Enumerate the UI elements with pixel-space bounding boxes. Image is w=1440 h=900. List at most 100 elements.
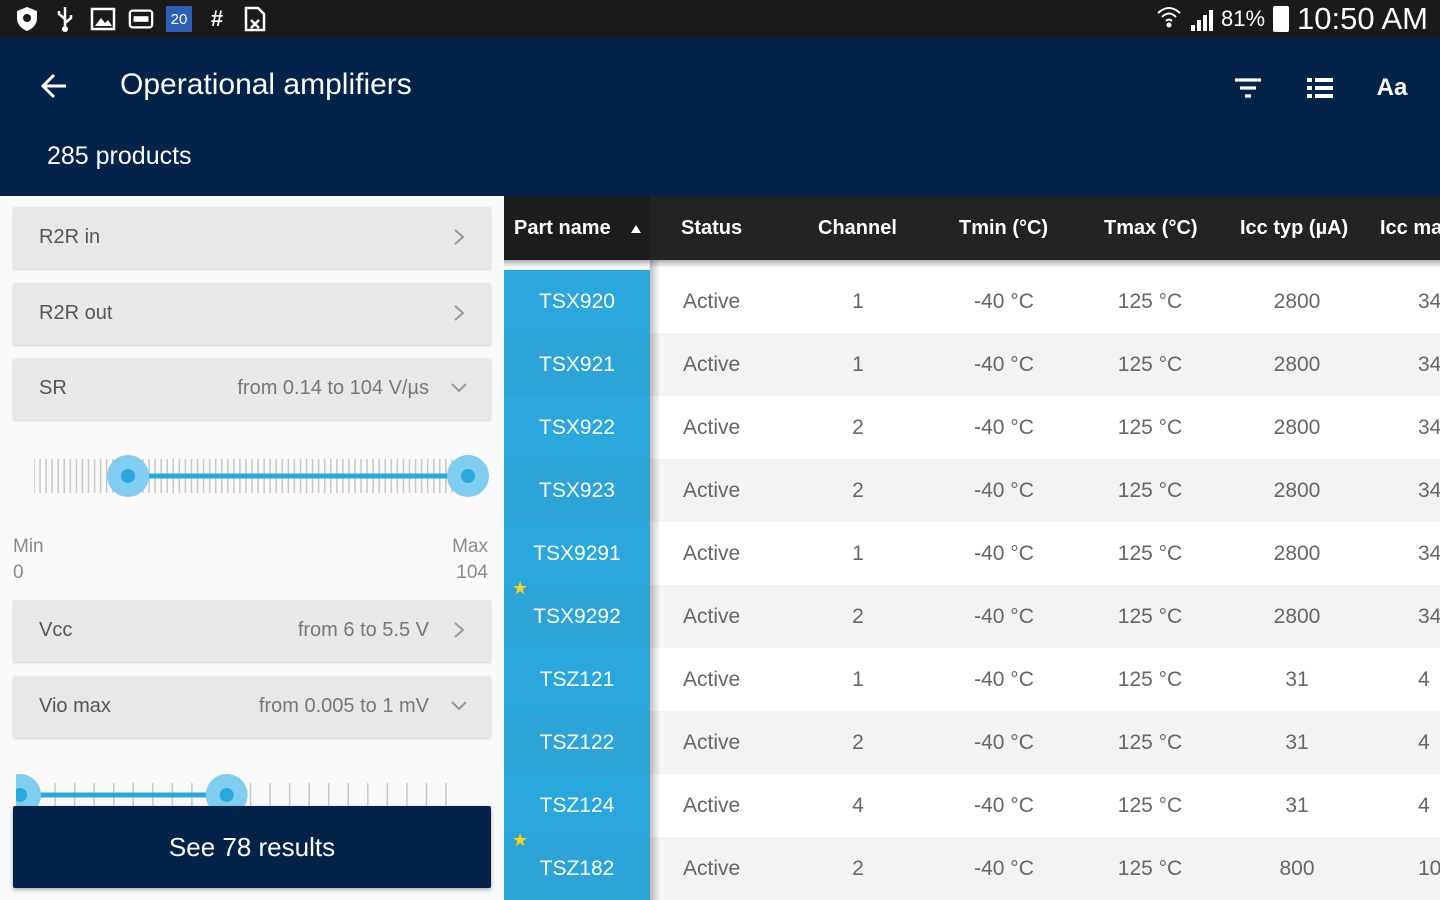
chevron-right-icon <box>454 305 465 321</box>
cell-icc-max: 34 <box>1418 416 1440 439</box>
storage-icon <box>128 6 154 32</box>
cell-icc-typ: 800 <box>1279 857 1315 880</box>
status-bar: 20 # 81% 10:50 AM <box>0 0 1440 38</box>
column-header-part-name[interactable]: Part name <box>504 196 650 260</box>
battery-percent: 81% <box>1220 6 1266 31</box>
text-size-button[interactable]: Aa <box>1376 74 1408 101</box>
cell-icc-max: 34 <box>1418 605 1440 628</box>
battery-icon <box>1273 6 1290 32</box>
cell-part-name[interactable]: TSX9291 <box>504 522 650 585</box>
sr-min-label: Min <box>13 536 44 557</box>
filter-vio-max[interactable]: Vio max from 0.005 to 1 mV <box>13 676 491 738</box>
table-row[interactable]: TSX9292 ★ Active 2 -40 °C 125 °C 2800 34 <box>504 579 1440 648</box>
column-header-tmin[interactable]: Tmin (°C) <box>959 217 1049 239</box>
cell-tmax: 125 °C <box>1117 857 1183 880</box>
filter-icon <box>1235 78 1261 98</box>
sr-max-label: Max <box>452 536 488 557</box>
cell-status: Active <box>683 731 741 754</box>
sr-min-value: 0 <box>13 562 24 583</box>
cell-icc-max: 34 <box>1418 479 1440 502</box>
page-title: Operational amplifiers <box>120 68 412 101</box>
cell-tmin: -40 °C <box>974 668 1034 691</box>
sr-range-slider[interactable] <box>33 451 489 501</box>
app-header: Operational amplifiers 285 products Aa <box>0 38 1440 196</box>
cell-tmax: 125 °C <box>1117 668 1183 691</box>
cell-part-name[interactable]: TSZ124 <box>504 774 650 837</box>
cell-icc-typ: 2800 <box>1273 542 1321 565</box>
cell-tmax: 125 °C <box>1117 731 1183 754</box>
cell-tmin: -40 °C <box>974 731 1034 754</box>
back-button[interactable] <box>36 66 76 106</box>
cell-status: Active <box>683 794 741 817</box>
table-row[interactable]: TSX922 Active 2 -40 °C 125 °C 2800 34 <box>504 396 1440 459</box>
table-row[interactable]: TSX923 Active 2 -40 °C 125 °C 2800 34 <box>504 459 1440 522</box>
clock: 10:50 AM <box>1297 1 1428 36</box>
filter-sr[interactable]: SR from 0.14 to 104 V/µs <box>13 358 491 420</box>
filter-label: R2R in <box>39 226 101 248</box>
cell-icc-typ: 2800 <box>1273 605 1321 628</box>
table-row[interactable]: TSZ124 Active 4 -40 °C 125 °C 31 4 <box>504 774 1440 837</box>
filter-label: Vcc <box>39 619 73 641</box>
cell-tmax: 125 °C <box>1117 353 1183 376</box>
filter-value: from 6 to 5.5 V <box>297 619 429 641</box>
cell-part-name[interactable]: TSZ122 <box>504 711 650 774</box>
cell-tmax: 125 °C <box>1117 290 1183 313</box>
table-row[interactable]: TSX920 Active 1 -40 °C 125 °C 2800 34 <box>504 270 1440 333</box>
column-header-icc-max[interactable]: Icc ma <box>1380 217 1440 239</box>
filter-panel: R2R in R2R out SR from 0.14 to 104 V/µs … <box>0 196 504 900</box>
filter-button[interactable] <box>1228 68 1268 108</box>
cell-icc-max: 4 <box>1418 731 1430 754</box>
cell-tmin: -40 °C <box>974 290 1034 313</box>
column-header-tmax[interactable]: Tmax (°C) <box>1104 217 1198 239</box>
back-arrow-icon <box>40 73 66 99</box>
hash-icon: # <box>210 6 224 31</box>
cell-tmin: -40 °C <box>974 857 1034 880</box>
column-header-icc-typ[interactable]: Icc typ (µA) <box>1240 217 1349 239</box>
calendar-icon: 20 <box>166 6 192 32</box>
cell-channel: 2 <box>852 731 864 754</box>
cell-tmin: -40 °C <box>974 416 1034 439</box>
cell-status: Active <box>683 605 741 628</box>
cell-part-name[interactable]: TSX922 <box>504 396 650 459</box>
cell-icc-max: 34 <box>1418 353 1440 376</box>
cell-tmax: 125 °C <box>1117 794 1183 817</box>
favorite-star-icon: ★ <box>512 578 529 598</box>
cell-icc-typ: 31 <box>1285 731 1309 754</box>
table-row[interactable]: TSX921 Active 1 -40 °C 125 °C 2800 34 <box>504 333 1440 396</box>
cell-part-name[interactable]: TSZ182 <box>504 837 650 900</box>
cell-part-name[interactable]: TSX9292 <box>504 585 650 648</box>
cell-icc-typ: 31 <box>1285 668 1309 691</box>
cell-icc-typ: 2800 <box>1273 416 1321 439</box>
table-row[interactable]: TSZ121 Active 1 -40 °C 125 °C 31 4 <box>504 648 1440 711</box>
list-view-button[interactable] <box>1300 68 1340 108</box>
filter-vcc[interactable]: Vcc from 6 to 5.5 V <box>13 600 491 662</box>
cell-channel: 2 <box>852 479 864 502</box>
cell-tmax: 125 °C <box>1117 542 1183 565</box>
filter-label: SR <box>39 377 67 399</box>
filter-r2r-out[interactable]: R2R out <box>13 283 491 345</box>
cell-tmax: 125 °C <box>1117 605 1183 628</box>
chevron-down-icon <box>451 383 467 393</box>
column-header-channel[interactable]: Channel <box>818 217 897 239</box>
cell-part-name[interactable]: TSX920 <box>504 270 650 333</box>
cell-tmax: 125 °C <box>1117 416 1183 439</box>
cell-status: Active <box>683 668 741 691</box>
filter-r2r-in[interactable]: R2R in <box>13 207 491 269</box>
cell-tmin: -40 °C <box>974 794 1034 817</box>
table-row[interactable]: TSZ182 ★ Active 2 -40 °C 125 °C 800 10 <box>504 831 1440 900</box>
cell-part-name[interactable]: TSZ121 <box>504 648 650 711</box>
favorite-star-icon: ★ <box>512 830 529 850</box>
cell-icc-typ: 31 <box>1285 794 1309 817</box>
table-row[interactable]: TSX9291 Active 1 -40 °C 125 °C 2800 34 <box>504 522 1440 585</box>
cell-part-name[interactable]: TSX923 <box>504 459 650 522</box>
cell-status: Active <box>683 479 741 502</box>
see-results-button[interactable]: See 78 results <box>13 806 491 888</box>
list-view-icon <box>1307 78 1333 98</box>
cell-channel: 1 <box>852 542 864 565</box>
cell-icc-typ: 2800 <box>1273 479 1321 502</box>
cell-icc-max: 4 <box>1418 668 1430 691</box>
table-row[interactable]: TSZ122 Active 2 -40 °C 125 °C 31 4 <box>504 711 1440 774</box>
column-header-status[interactable]: Status <box>681 217 743 239</box>
cell-part-name[interactable]: TSX921 <box>504 333 650 396</box>
table-header: Part name Status Channel Tmin (°C) Tmax … <box>504 196 1440 260</box>
